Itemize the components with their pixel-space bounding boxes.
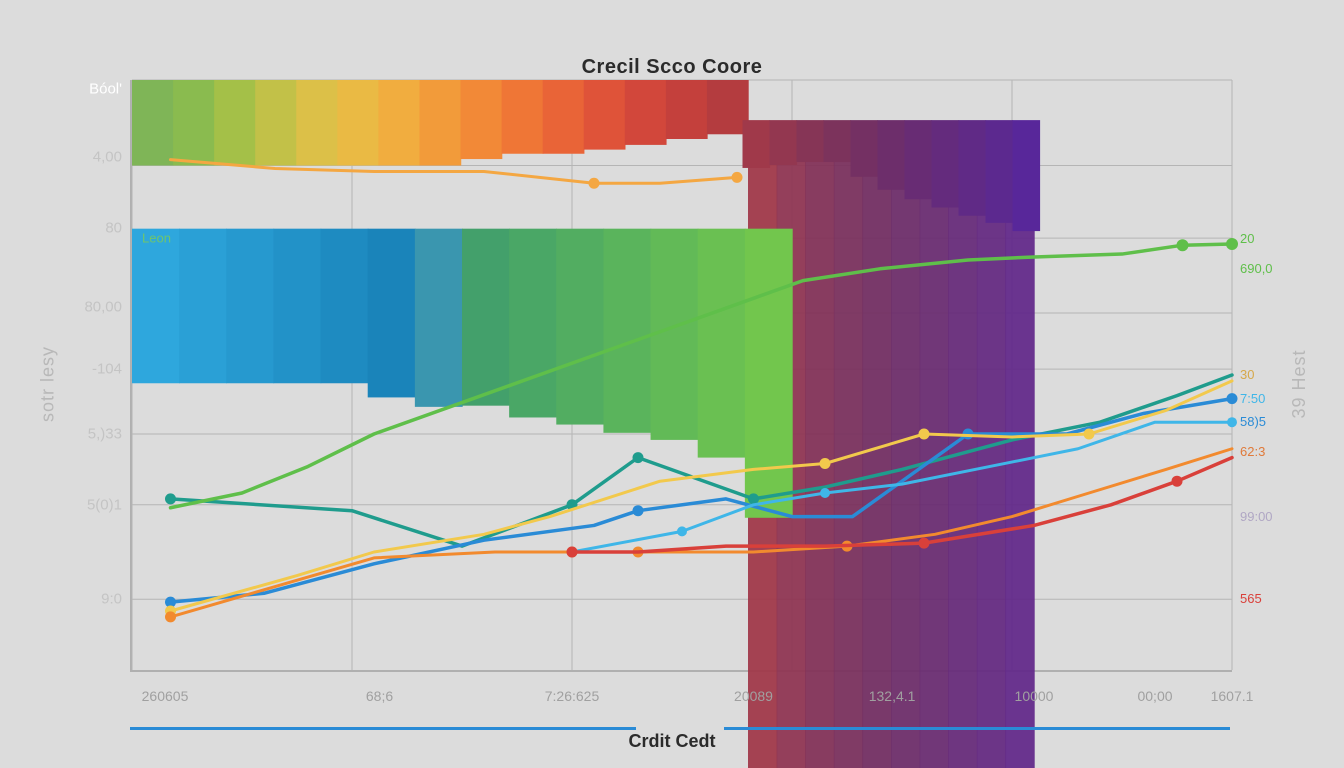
x-tick-label: 260605 (142, 670, 189, 704)
series-value-label: 20 (1240, 231, 1254, 246)
y-tick-label: Bóol' (89, 80, 132, 97)
y-tick-label: 5,)33 (88, 426, 132, 443)
y-axis-label-right: 39 Hest (1289, 349, 1310, 418)
series-value-label: 7:50 (1240, 391, 1265, 406)
x-tick-label: 68;6 (366, 670, 393, 704)
y-tick-label: 9:0 (101, 591, 132, 608)
x-tick-label: 7:26:625 (545, 670, 600, 704)
x-tick-label: 10000 (1015, 670, 1054, 704)
series-value-label: 565 (1240, 591, 1262, 606)
chart-title: Crecil Scco Coore (0, 56, 1344, 79)
series-value-label: 58)5 (1240, 414, 1266, 429)
y-tick-label: -104 (92, 361, 132, 378)
series-value-label: 690,0 (1240, 261, 1273, 276)
x-axis-underline (130, 727, 1230, 730)
x-tick-label: 132,4.1 (869, 670, 916, 704)
y-tick-label: 5(0)1 (87, 496, 132, 513)
series-value-label: 30 (1240, 367, 1254, 382)
x-tick-label: 20089 (734, 670, 773, 704)
chart-svg (132, 80, 1232, 670)
y-tick-label: 4,00 (93, 148, 132, 165)
x-tick-label: 1607.1 (1211, 670, 1254, 704)
line-orange (171, 449, 1233, 617)
y-axis-label-left: sotr lesy (38, 346, 59, 422)
series-value-label: 62:3 (1240, 444, 1265, 459)
series-value-label: 99:00 (1240, 509, 1273, 524)
y-tick-label: Leon (142, 231, 171, 246)
x-axis-title: Crdit Cedt (629, 731, 716, 752)
chart-canvas: Crecil Scco Coore sotr lesy 39 Hest Bóol… (0, 0, 1344, 768)
y-tick-label: 80 (105, 219, 132, 236)
y-tick-label: 80,00 (84, 299, 132, 316)
plot-area: Bóol'4,0080Leon80,00-1045,)335(0)19:0260… (130, 80, 1232, 672)
x-tick-label: 00;00 (1137, 670, 1172, 704)
